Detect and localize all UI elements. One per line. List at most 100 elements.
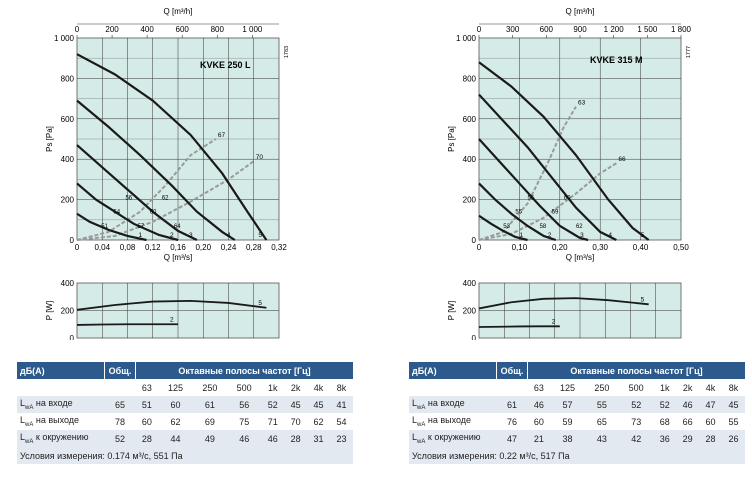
y-axis-label: P [W] [45,301,54,320]
series-label: 1 [138,232,142,239]
x2-tick-label: 300 [506,25,520,34]
y-tick-label: 0 [70,334,75,340]
y-tick-label: 400 [61,155,75,164]
series-label: 4 [608,232,612,239]
y-tick-label: 0 [472,334,477,340]
y-axis-label: P [W] [447,301,456,320]
band-row: 63 125 250 500 1k 2k 4k 8k [17,379,353,396]
y-tick-label: 400 [463,155,477,164]
noise-level-label: 62 [162,196,169,202]
series-label: 3 [189,232,193,239]
measurement-conditions: Условия измерения: 0.22 м³/с, 517 Па [409,447,745,464]
cell: 46 [261,430,285,447]
model-title: KVKE 250 L [200,60,251,70]
noise-level-label: 51 [101,224,108,230]
band-label: 125 [550,379,585,396]
cell: 38 [550,430,585,447]
table-row: LwA на выходе 76 60 59 65 73 68 66 60 55 [409,413,745,430]
band-label: 125 [158,379,193,396]
system-curve-label: 63 [578,100,586,107]
system-curve [76,160,255,241]
cell: 69 [192,413,228,430]
cell: 29 [676,430,700,447]
fan-curve [478,297,649,310]
row-label: LwA к окружению [17,430,105,447]
band-label: 2k [284,379,308,396]
x-tick-label: 0,12 [145,243,161,252]
bands-title: Октавные полосы частот [Гц] [135,362,353,379]
cell: 65 [104,396,136,413]
cell: 60 [699,413,722,430]
series-label: 2 [170,316,174,323]
cell: 28 [699,430,722,447]
fan-curve [76,182,179,242]
band-label: 250 [192,379,228,396]
table-row: LwA на входе 61 46 57 55 52 52 46 47 45 [409,396,745,413]
system-curve [478,162,617,241]
cell: 21 [527,430,551,447]
fan-curve [478,138,589,242]
series-label: 1 [519,232,523,239]
band-label: 500 [619,379,654,396]
row-label: LwA к окружению [409,430,497,447]
cell: 26 [721,430,745,447]
power-chart-0: 0 200 400 P [W] 5 2 [45,279,280,340]
total-header: Общ. [104,362,136,379]
fan-curve [76,99,236,241]
cell: 31 [307,430,330,447]
cell: 51 [135,396,159,413]
series-label: 2 [552,318,556,325]
fan-curve [478,182,557,242]
fan-curve [478,61,650,241]
x2-tick-label: 1 200 [604,25,625,34]
band-label: 1k [653,379,677,396]
cell: 52 [104,430,136,447]
row-label: LwA на выходе [17,413,105,430]
noise-level-label: 60 [150,210,157,216]
table-row: LwA к окружению 52 28 44 49 46 46 28 31 … [17,430,353,447]
cell: 45 [307,396,330,413]
x-tick-label: 0,28 [246,243,262,252]
cell: 36 [653,430,677,447]
noise-level-label: 54 [113,210,120,216]
cell: 78 [104,413,136,430]
cell: 56 [227,396,262,413]
row-label: LwA на входе [409,396,497,413]
cell: 59 [550,413,585,430]
x-tick-label: 0,08 [120,243,136,252]
measurement-conditions: Условия измерения: 0.174 м³/с, 551 Па [17,447,353,464]
cell: 47 [699,396,722,413]
system-curve [478,106,577,241]
cell: 73 [619,413,654,430]
x-tick-label: 0 [75,243,80,252]
series-label: 5 [641,296,645,303]
cell: 45 [284,396,308,413]
cell: 57 [550,396,585,413]
x-axis-label: Q [m³/s] [566,253,594,262]
x-tick-label: 0,24 [221,243,237,252]
cell: 52 [653,396,677,413]
band-label: 4k [699,379,722,396]
band-label: 8k [329,379,353,396]
noise-level-label: 60 [564,196,571,202]
noise-level-label: 57 [138,224,145,230]
x-tick-label: 0,04 [94,243,110,252]
sound-table-1: дБ(A) Общ. Октавные полосы частот [Гц] 6… [17,362,353,464]
system-curve-label: 70 [256,154,264,161]
band-label: 63 [135,379,159,396]
y-tick-label: 600 [61,115,75,124]
x-tick-label: 0,30 [592,243,608,252]
cell: 46 [527,396,551,413]
row-label: LwA на входе [17,396,105,413]
cell: 52 [619,396,654,413]
cell: 42 [619,430,654,447]
cell: 70 [284,413,308,430]
x2-tick-label: 900 [573,25,587,34]
noise-level-label: 53 [503,224,510,230]
x-tick-label: 0,20 [195,243,211,252]
noise-level-label: 56 [527,196,534,202]
series-label: 4 [227,232,231,239]
noise-level-label: 55 [515,210,522,216]
x2-axis-label: Q [m³/h] [164,7,193,16]
